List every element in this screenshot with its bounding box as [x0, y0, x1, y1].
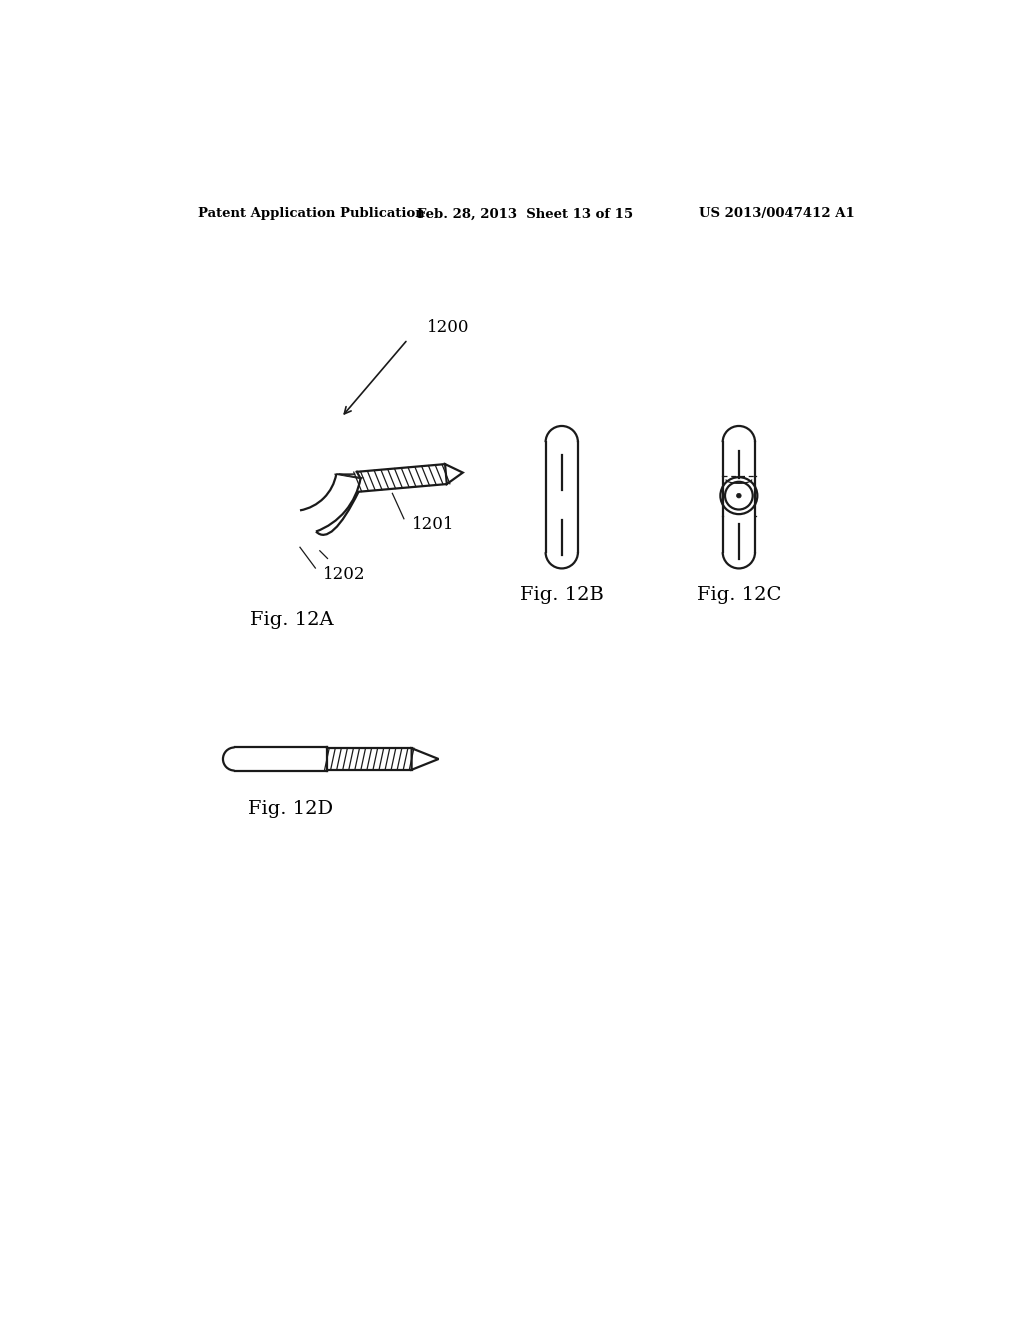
Text: 1201: 1201	[412, 516, 454, 533]
Text: 1202: 1202	[323, 566, 366, 582]
Text: Fig. 12A: Fig. 12A	[251, 611, 334, 630]
Text: Feb. 28, 2013  Sheet 13 of 15: Feb. 28, 2013 Sheet 13 of 15	[417, 207, 633, 220]
Text: Patent Application Publication: Patent Application Publication	[199, 207, 425, 220]
Text: US 2013/0047412 A1: US 2013/0047412 A1	[698, 207, 854, 220]
Text: Fig. 12B: Fig. 12B	[520, 586, 604, 605]
Circle shape	[736, 494, 741, 498]
Text: Fig. 12C: Fig. 12C	[696, 586, 781, 605]
Text: Fig. 12D: Fig. 12D	[248, 800, 333, 818]
Text: 1200: 1200	[427, 319, 470, 337]
